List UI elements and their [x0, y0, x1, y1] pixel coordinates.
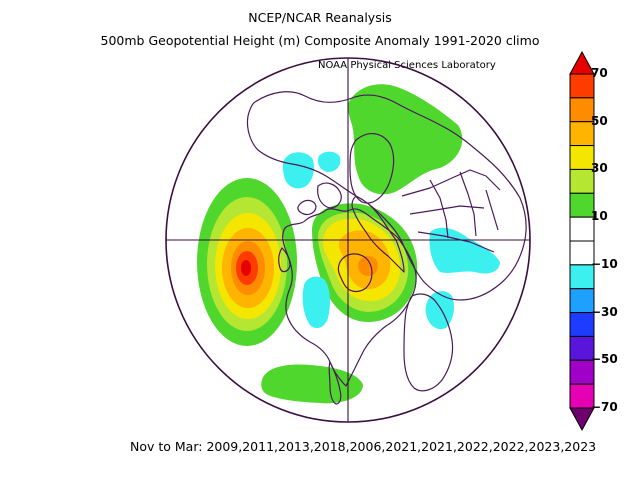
- anomaly-east-siberian-sea: [282, 152, 314, 189]
- colorbar-tick-label: 30: [591, 161, 608, 176]
- coastline-asia-internal-borders: [401, 169, 501, 253]
- coastline-europe: [351, 195, 405, 273]
- coastline-eurasia: [246, 91, 527, 301]
- anomaly-north-atlantic-south: [261, 364, 363, 404]
- colorbar-bottom-arrow: [569, 407, 595, 432]
- colorbar: [569, 50, 595, 432]
- anomaly-east-canada-60: [358, 256, 378, 276]
- coastline-central-america: [328, 361, 342, 405]
- anomaly-north-pacific-peak: [241, 260, 251, 276]
- coastline-north-america: [282, 208, 417, 387]
- map-title: NCEP/NCAR Reanalysis: [248, 10, 392, 25]
- colorbar-tick-label: −50: [591, 352, 618, 367]
- colorbar-tick-label: 10: [591, 209, 608, 224]
- anomaly-central-asia: [429, 227, 500, 274]
- coastline-arctic-islands: [297, 182, 342, 216]
- anomaly-west-north-america: [302, 276, 330, 329]
- map-subtitle: 500mb Geopotential Height (m) Composite …: [100, 33, 540, 48]
- colorbar-tick-label: 50: [591, 113, 608, 128]
- colorbar-tick-label: −10: [591, 256, 618, 271]
- anomaly-arctic-barents: [347, 84, 463, 195]
- coastline-hudson-bay: [337, 253, 373, 293]
- anomaly-svalbard: [318, 151, 341, 172]
- source-credit: NOAA Physical Sciences Laboratory: [318, 60, 496, 71]
- coastline-japan: [278, 247, 291, 273]
- coastline-africa: [403, 293, 454, 392]
- coastline-greenland: [349, 133, 395, 204]
- land-outlines: [246, 91, 527, 405]
- colorbar-tick-label: 70: [591, 66, 608, 80]
- colorbar-tick-label: −30: [591, 304, 618, 319]
- globe-grid: [165, 57, 531, 423]
- colorbar-tick-label: −70: [591, 400, 618, 414]
- composite-years: Nov to Mar: 2009,2011,2013,2018,2006,202…: [130, 439, 597, 454]
- anomaly-shading: [197, 84, 500, 404]
